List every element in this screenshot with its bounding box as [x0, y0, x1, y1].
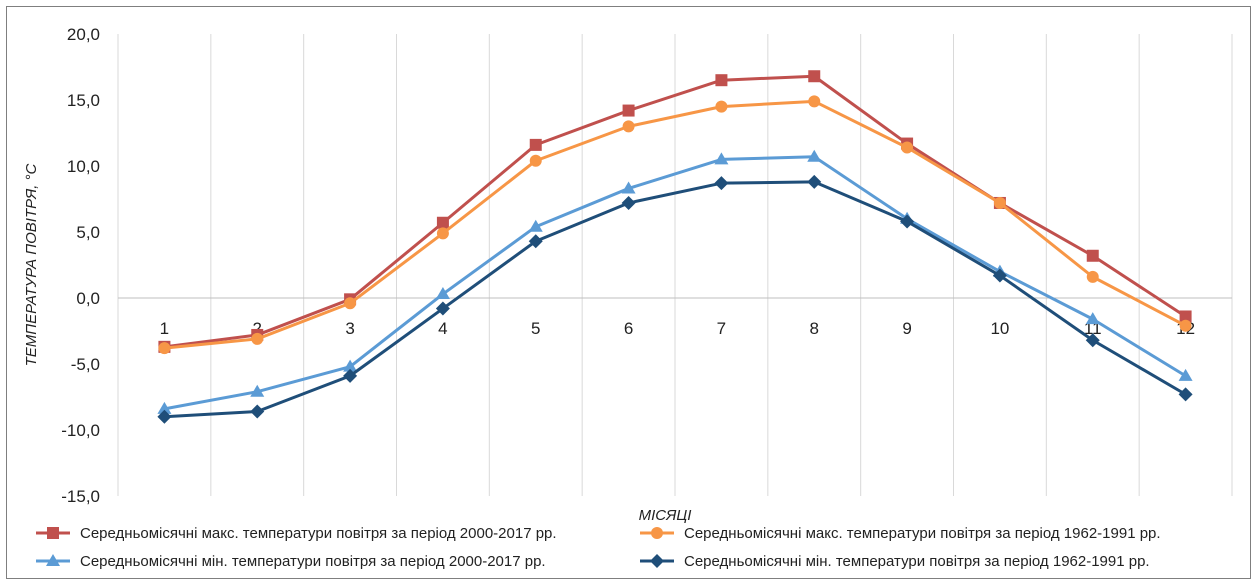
data-point	[436, 216, 449, 229]
y-tick-label: -15,0	[61, 487, 100, 506]
data-point	[714, 176, 729, 191]
data-point	[436, 227, 449, 240]
y-tick-label: 20,0	[67, 25, 100, 44]
data-point	[1086, 249, 1099, 262]
series-2	[158, 95, 1192, 355]
data-point	[808, 70, 821, 83]
data-point	[714, 152, 729, 165]
data-point	[157, 409, 172, 424]
data-point	[250, 404, 265, 419]
legend-marker	[46, 554, 60, 566]
data-point	[157, 401, 172, 414]
y-tick-label: -10,0	[61, 421, 100, 440]
grid-lines	[117, 34, 1233, 496]
series-line	[164, 180, 1187, 419]
x-tick-label: 7	[717, 319, 726, 338]
x-tick-label: 5	[531, 319, 540, 338]
data-point	[621, 181, 636, 194]
data-point	[251, 332, 264, 345]
data-point	[344, 297, 357, 310]
y-tick-label: 5,0	[76, 223, 100, 242]
data-point	[715, 100, 728, 113]
data-point	[343, 359, 358, 372]
data-point	[622, 120, 635, 133]
data-point	[528, 234, 543, 249]
series-4	[157, 174, 1193, 424]
legend-marker	[47, 527, 59, 539]
x-tick-label: 6	[624, 319, 633, 338]
legend-item: Середньомісячні мін. температури повітря…	[36, 553, 546, 570]
data-point	[250, 384, 265, 397]
data-point	[529, 154, 542, 167]
y-tick-label: 15,0	[67, 91, 100, 110]
data-point	[1086, 270, 1099, 283]
series-lines	[157, 70, 1193, 424]
data-point	[622, 104, 635, 117]
data-point	[992, 268, 1007, 283]
legend-item: Середньомісячні макс. температури повітр…	[36, 525, 557, 542]
data-point	[435, 301, 450, 316]
legend-label: Середньомісячні мін. температури повітря…	[80, 553, 546, 570]
series-line	[164, 99, 1187, 350]
data-point	[1179, 319, 1192, 332]
data-point	[529, 138, 542, 151]
y-axis-title: ТЕМПЕРАТУРА ПОВІТРЯ, °С	[23, 163, 40, 366]
legend-marker	[650, 554, 664, 568]
data-point	[901, 141, 914, 154]
x-tick-label: 8	[810, 319, 819, 338]
data-point	[900, 214, 915, 229]
data-point	[158, 342, 171, 355]
series-line	[164, 74, 1187, 349]
y-axis-tick-labels: 20,0 15,0 10,0 5,0 0,0 -5,0 -10,0 -15,0	[61, 25, 100, 506]
legend-label: Середньомісячні макс. температури повітр…	[80, 525, 557, 542]
data-point	[1178, 387, 1193, 402]
x-tick-label: 1	[160, 319, 169, 338]
data-point	[807, 149, 822, 162]
data-point	[993, 196, 1006, 209]
x-tick-label: 3	[345, 319, 354, 338]
legend-item: Середньомісячні мін. температури повітря…	[640, 553, 1150, 570]
data-point	[1179, 310, 1192, 323]
data-point	[343, 368, 358, 383]
data-point	[1085, 333, 1100, 348]
data-point	[808, 95, 821, 108]
y-tick-label: 10,0	[67, 157, 100, 176]
data-point	[1085, 312, 1100, 325]
x-tick-label: 9	[902, 319, 911, 338]
legend-marker	[651, 527, 663, 539]
x-tick-label: 2	[253, 319, 262, 338]
x-tick-label: 4	[438, 319, 447, 338]
data-point	[807, 174, 822, 189]
x-axis-title: МІСЯЦІ	[639, 507, 692, 524]
series-line	[164, 155, 1187, 411]
data-point	[528, 219, 543, 232]
legend: Середньомісячні макс. температури повітр…	[36, 525, 1161, 570]
legend-label: Середньомісячні макс. температури повітр…	[684, 525, 1161, 542]
x-tick-label: 10	[990, 319, 1009, 338]
data-point	[621, 195, 636, 210]
y-tick-label: 0,0	[76, 289, 100, 308]
x-axis-tick-labels: 123456789101112	[160, 319, 1195, 338]
data-point	[715, 74, 728, 87]
data-point	[1178, 368, 1193, 381]
legend-label: Середньомісячні мін. температури повітря…	[684, 553, 1150, 570]
data-point	[435, 287, 450, 300]
legend-item: Середньомісячні макс. температури повітр…	[640, 525, 1161, 542]
y-tick-label: -5,0	[71, 355, 100, 374]
